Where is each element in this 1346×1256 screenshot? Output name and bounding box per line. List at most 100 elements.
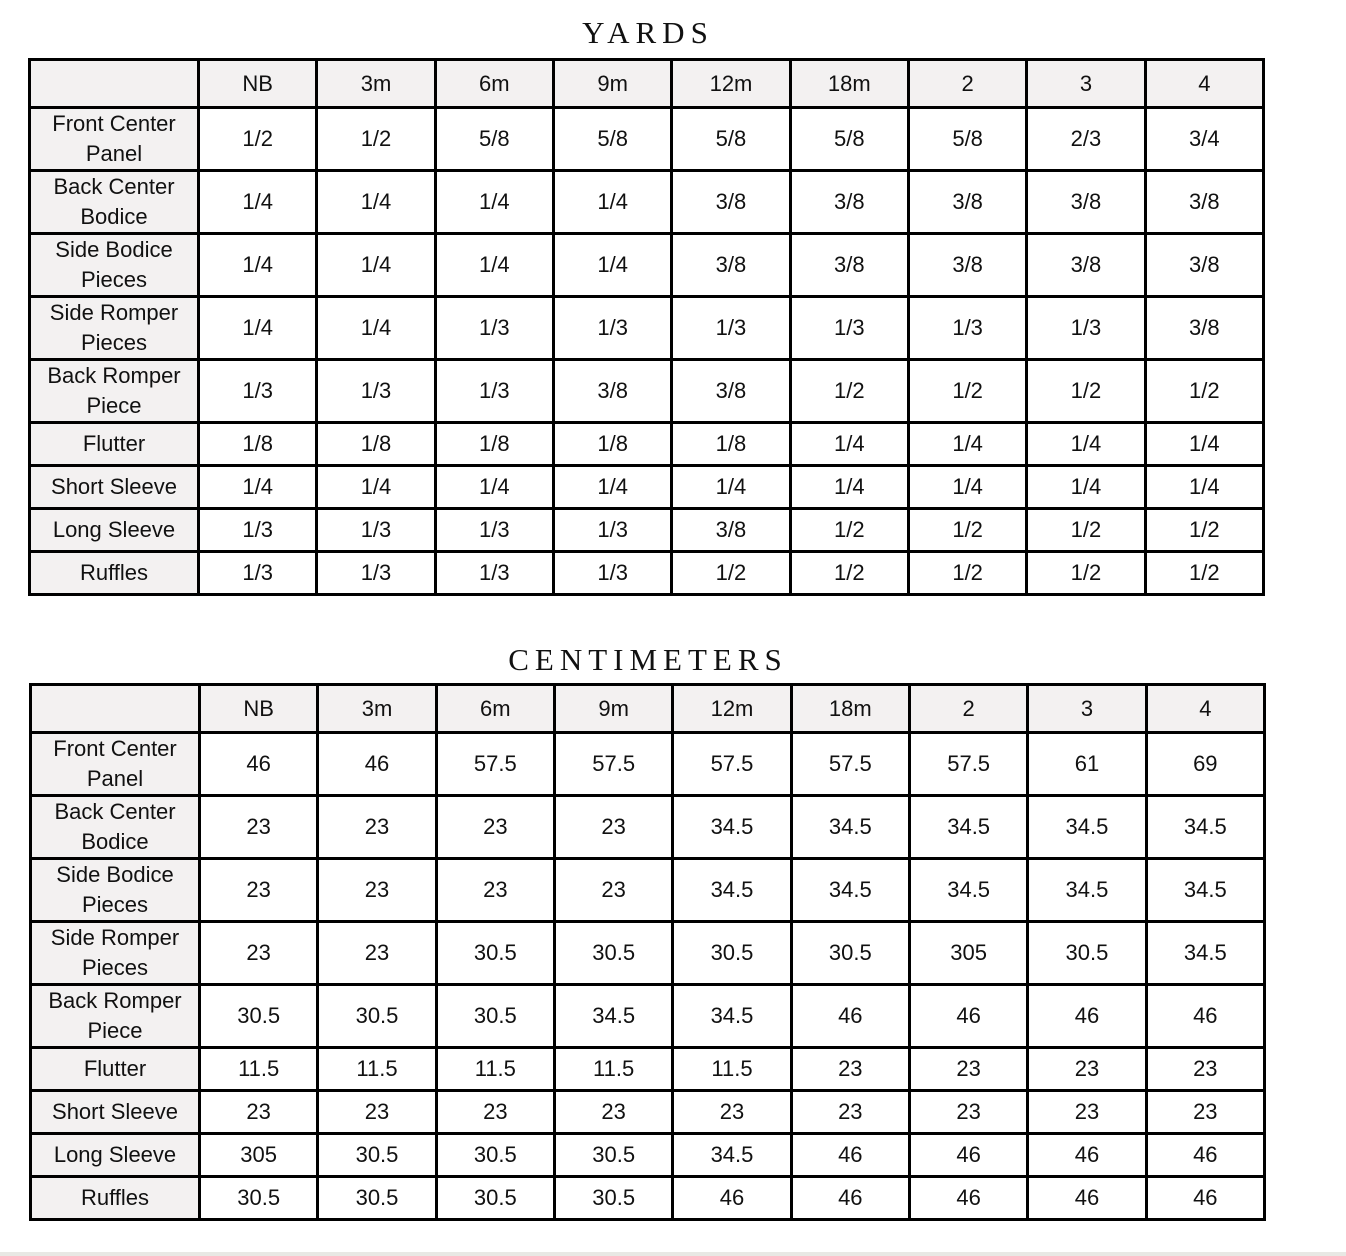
piece-label: Back Center Bodice: [29, 794, 201, 860]
value-cell: 23: [197, 857, 320, 923]
value-cell: 1/3: [433, 295, 555, 361]
value-cell: 23: [789, 1046, 911, 1092]
value-cell: 3/8: [1143, 295, 1266, 361]
value-cell: 1/3: [1025, 295, 1147, 361]
value-cell: 1/3: [433, 550, 555, 596]
table-row: Side Romper Pieces 23 23 30.5 30.5 30.5 30.5 30…: [29, 920, 1267, 986]
centimeters-table: NB 3m 6m 9m 12m 18m 2 3 4 Front Center Panel 46 46 5…: [29, 683, 1267, 1221]
value-cell: 46: [1144, 1132, 1267, 1178]
value-cell: 34.5: [671, 857, 793, 923]
value-cell: 1/4: [196, 232, 319, 298]
value-cell: 1/2: [788, 550, 910, 596]
value-cell: 1/3: [551, 295, 674, 361]
value-cell: 1/2: [1143, 507, 1266, 553]
value-cell: 1/4: [551, 232, 674, 298]
size-header: 4: [1144, 683, 1267, 734]
value-cell: 34.5: [671, 983, 793, 1049]
piece-label: Back Romper Piece: [29, 983, 201, 1049]
table-row: Side Romper Pieces 1/4 1/4 1/3 1/3 1/3 1/3 1/3 1…: [28, 295, 1266, 361]
value-cell: 3/4: [1143, 106, 1266, 172]
value-cell: 30.5: [671, 920, 793, 986]
value-cell: 46: [671, 1175, 793, 1221]
value-cell: 30.5: [552, 1175, 675, 1221]
value-cell: 23: [789, 1089, 911, 1135]
value-cell: 23: [316, 920, 438, 986]
table-row: Side Bodice Pieces 1/4 1/4 1/4 1/4 3/8 3/8 3/8 3…: [28, 232, 1266, 298]
table-row: Short Sleeve 1/4 1/4 1/4 1/4 1/4 1/4 1/4 1/4 1/4: [28, 464, 1266, 510]
value-cell: 3/8: [670, 507, 792, 553]
value-cell: 1/4: [315, 464, 437, 510]
value-cell: 1/4: [1025, 421, 1147, 467]
size-header: NB: [197, 683, 320, 734]
size-header: 2: [906, 58, 1029, 109]
table-row: Side Bodice Pieces 23 23 23 23 34.5 34.5 34.5 34…: [29, 857, 1267, 923]
piece-label: Side Bodice Pieces: [28, 232, 200, 298]
value-cell: 3/8: [1025, 232, 1147, 298]
value-cell: 46: [1144, 983, 1267, 1049]
value-cell: 1/2: [1025, 507, 1147, 553]
value-cell: 3/8: [906, 232, 1029, 298]
value-cell: 34.5: [671, 1132, 793, 1178]
value-cell: 34.5: [789, 857, 911, 923]
value-cell: 5/8: [906, 106, 1029, 172]
value-cell: 57.5: [789, 731, 911, 797]
value-cell: 46: [197, 731, 320, 797]
piece-label: Side Romper Pieces: [28, 295, 200, 361]
value-cell: 46: [1026, 983, 1148, 1049]
value-cell: 57.5: [671, 731, 793, 797]
value-cell: 1/2: [196, 106, 319, 172]
value-cell: 30.5: [552, 920, 675, 986]
value-cell: 1/4: [196, 295, 319, 361]
value-cell: 5/8: [433, 106, 555, 172]
value-cell: 1/2: [1025, 550, 1147, 596]
value-cell: 30.5: [316, 1175, 438, 1221]
value-cell: 46: [907, 1175, 1030, 1221]
value-cell: 11.5: [434, 1046, 556, 1092]
piece-label: Ruffles: [29, 1175, 201, 1221]
size-header: 12m: [670, 58, 792, 109]
value-cell: 30.5: [197, 983, 320, 1049]
value-cell: 1/8: [196, 421, 319, 467]
table-row: Ruffles 1/3 1/3 1/3 1/3 1/2 1/2 1/2 1/2 1/2: [28, 550, 1266, 596]
value-cell: 3/8: [1143, 169, 1266, 235]
value-cell: 1/4: [906, 421, 1029, 467]
value-cell: 1/4: [433, 232, 555, 298]
value-cell: 1/4: [196, 464, 319, 510]
yards-title: YARDS: [582, 15, 714, 50]
size-header: 4: [1143, 58, 1266, 109]
value-cell: 46: [907, 983, 1030, 1049]
value-cell: 30.5: [434, 920, 556, 986]
size-header: 3m: [315, 58, 437, 109]
piece-label: Flutter: [28, 421, 200, 467]
value-cell: 1/2: [315, 106, 437, 172]
size-header: 12m: [671, 683, 793, 734]
value-cell: 23: [1144, 1089, 1267, 1135]
value-cell: 1/3: [433, 507, 555, 553]
value-cell: 1/2: [906, 507, 1029, 553]
value-cell: 23: [316, 1089, 438, 1135]
value-cell: 23: [552, 857, 675, 923]
value-cell: 1/4: [906, 464, 1029, 510]
value-cell: 5/8: [670, 106, 792, 172]
value-cell: 34.5: [907, 857, 1030, 923]
header-row: NB 3m 6m 9m 12m 18m 2 3 4: [29, 683, 1267, 734]
value-cell: 61: [1026, 731, 1148, 797]
value-cell: 3/8: [551, 358, 674, 424]
value-cell: 23: [434, 794, 556, 860]
value-cell: 1/4: [315, 232, 437, 298]
value-cell: 34.5: [552, 983, 675, 1049]
value-cell: 1/3: [788, 295, 910, 361]
value-cell: 1/8: [551, 421, 674, 467]
value-cell: 1/2: [1143, 358, 1266, 424]
value-cell: 23: [197, 1089, 320, 1135]
value-cell: 46: [316, 731, 438, 797]
value-cell: 1/3: [670, 295, 792, 361]
piece-label: Long Sleeve: [28, 507, 200, 553]
value-cell: 1/2: [906, 358, 1029, 424]
size-header: NB: [196, 58, 319, 109]
size-header: 6m: [433, 58, 555, 109]
size-header: 3: [1025, 58, 1147, 109]
value-cell: 1/4: [551, 169, 674, 235]
piece-label: Front Center Panel: [29, 731, 201, 797]
value-cell: 3/8: [1143, 232, 1266, 298]
